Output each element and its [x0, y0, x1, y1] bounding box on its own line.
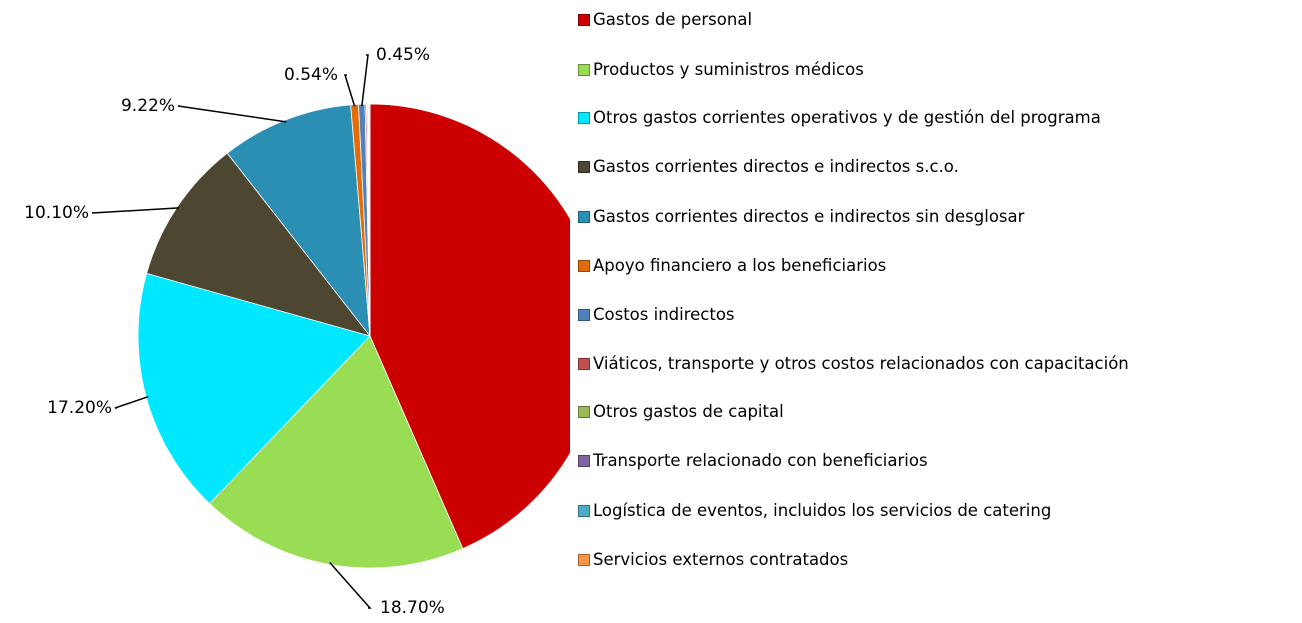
pie-slice	[369, 103, 570, 550]
legend-label: Gastos de personal	[593, 10, 753, 29]
legend-swatch	[578, 260, 590, 272]
pie-slice	[368, 103, 371, 337]
legend-swatch	[578, 309, 590, 321]
legend-item: Logística de eventos, incluidos los serv…	[578, 499, 1293, 522]
legend-swatch	[578, 211, 590, 223]
legend-label: Apoyo financiero a los beneficiarios	[593, 256, 887, 275]
leader-line	[343, 74, 356, 107]
pie-slice	[146, 152, 372, 337]
legend-item: Viáticos, transporte y otros costos rela…	[578, 352, 1293, 375]
legend-item: Gastos corrientes directos e indirectos …	[578, 205, 1293, 228]
pie-slice	[226, 104, 371, 338]
data-label: 0.54%	[284, 65, 338, 85]
legend-swatch	[578, 64, 590, 76]
legend-item: Gastos de personal	[578, 8, 1293, 31]
legend-swatch	[578, 14, 590, 26]
data-label: 10.10%	[24, 203, 89, 223]
legend-swatch	[578, 112, 590, 124]
leader-line	[329, 561, 372, 609]
legend-label: Gastos corrientes directos e indirectos …	[593, 207, 1025, 226]
chart: 43.45%18.70%17.20%10.10%9.22%0.54%0.45%	[24, 45, 570, 618]
data-label: 17.20%	[47, 398, 112, 418]
legend-item: Otros gastos de capital	[578, 400, 1293, 423]
legend-label: Viáticos, transporte y otros costos rela…	[593, 354, 1129, 373]
legend-swatch	[578, 505, 590, 517]
legend-item: Transporte relacionado con beneficiarios	[578, 449, 1293, 472]
legend-item: Gastos corrientes directos e indirectos …	[578, 155, 1293, 178]
leader-line	[361, 54, 369, 107]
legend-label: Gastos corrientes directos e indirectos …	[593, 157, 959, 176]
legend-swatch	[578, 161, 590, 173]
legend-item: Otros gastos corrientes operativos y de …	[578, 106, 1293, 129]
data-label: 0.45%	[376, 45, 430, 65]
legend-label: Logística de eventos, incluidos los serv…	[593, 501, 1052, 520]
data-label: 9.22%	[121, 96, 175, 116]
legend-label: Otros gastos corrientes operativos y de …	[593, 108, 1101, 127]
leader-line	[114, 395, 149, 409]
legend-label: Otros gastos de capital	[593, 402, 784, 421]
legend-item: Servicios externos contratados	[578, 548, 1293, 571]
legend-item: Costos indirectos	[578, 303, 1293, 326]
legend-label: Servicios externos contratados	[593, 550, 849, 569]
data-label: 18.70%	[380, 598, 445, 618]
legend-swatch	[578, 358, 590, 370]
legend-swatch	[578, 406, 590, 418]
pie-slice	[209, 335, 464, 569]
leader-line	[91, 207, 180, 214]
legend-swatch	[578, 455, 590, 467]
legend-label: Transporte relacionado con beneficiarios	[593, 451, 928, 470]
legend-item: Productos y suministros médicos	[578, 58, 1293, 81]
legend-swatch	[578, 554, 590, 566]
legend-label: Productos y suministros médicos	[593, 60, 864, 79]
legend-item: Apoyo financiero a los beneficiarios	[578, 254, 1293, 277]
leader-line	[177, 105, 287, 123]
legend-label: Costos indirectos	[593, 305, 735, 324]
